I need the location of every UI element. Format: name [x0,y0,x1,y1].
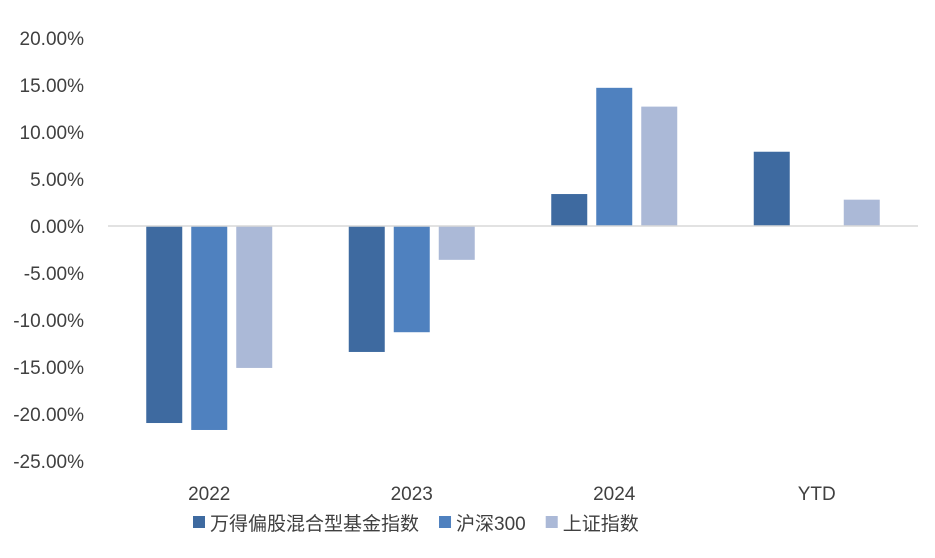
bar-2024-series-1 [596,87,633,226]
bar-YTD-series-0 [753,151,790,226]
y-tick-label: -5.00% [24,264,84,285]
x-tick-label: 2023 [391,484,433,505]
y-tick-label: -15.00% [13,358,84,379]
legend-label: 万得偏股混合型基金指数 [210,513,419,535]
legend-swatch [545,516,558,528]
legend-swatch [439,516,452,528]
bar-2022-series-1 [191,226,228,430]
x-tick-label: YTD [798,484,836,505]
bar-YTD-series-2 [843,199,880,226]
bar-2023-series-2 [438,226,475,260]
y-tick-label: 0.00% [30,217,84,238]
legend-label: 沪深300 [456,513,526,535]
y-tick-label: -10.00% [13,311,84,332]
bar-2022-series-0 [146,226,183,424]
bar-2022-series-2 [236,226,273,368]
bar-2024-series-0 [551,194,588,226]
y-tick-label: 5.00% [30,170,84,191]
y-tick-label: 15.00% [20,76,85,97]
y-tick-label: 20.00% [20,29,85,50]
bar-2023-series-1 [393,226,430,333]
y-tick-label: -25.00% [13,452,84,473]
y-tick-label: 10.00% [20,123,85,144]
legend-label: 上证指数 [563,513,639,535]
legend-swatch [193,516,205,528]
y-tick-label: -20.00% [13,405,84,426]
x-tick-label: 2022 [188,484,230,505]
bar-2023-series-0 [348,226,385,352]
x-tick-label: 2024 [593,484,636,505]
bar-2024-series-2 [641,106,678,226]
